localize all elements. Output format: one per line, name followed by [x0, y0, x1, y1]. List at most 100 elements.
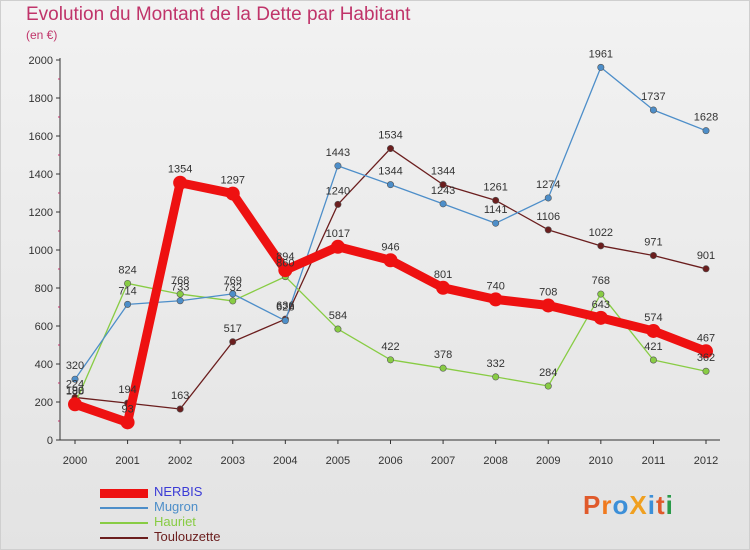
point-nerbis-2012: [699, 344, 713, 359]
x-tick-label: 2001: [115, 455, 139, 467]
data-label-toulouzette-2005: 1240: [326, 185, 350, 197]
point-toulouzette-2010: [597, 242, 605, 250]
point-hauriet-2007: [439, 364, 447, 372]
point-mugron-2001: [124, 300, 132, 308]
x-tick-label: 2000: [63, 455, 87, 467]
x-tick-label: 2003: [221, 455, 245, 467]
y-tick-label: 400: [35, 359, 53, 371]
y-tick-label: 2000: [29, 55, 53, 67]
data-label-mugron-2006: 1344: [378, 166, 402, 178]
unit-label: (en €): [26, 28, 58, 42]
proxiti-logo[interactable]: ProXiti: [583, 490, 674, 521]
point-mugron-2005: [334, 162, 342, 170]
point-hauriet-2012: [702, 367, 710, 375]
data-label-hauriet-2005: 584: [329, 310, 347, 322]
legend-swatch-hauriet: [100, 522, 148, 524]
data-label-mugron-2012: 1628: [694, 112, 718, 124]
data-label-toulouzette-2004: 636: [276, 300, 294, 312]
point-toulouzette-2007: [439, 181, 447, 189]
point-hauriet-2001: [124, 279, 132, 287]
data-label-hauriet-2010: 768: [592, 275, 610, 287]
legend-swatch-mugron: [100, 507, 148, 509]
x-tick-label: 2007: [431, 455, 455, 467]
data-label-mugron-2004: 628: [276, 302, 294, 314]
data-label-mugron-2009: 1274: [536, 179, 560, 191]
y-tick-label: 1200: [29, 207, 53, 219]
point-nerbis-2007: [436, 280, 451, 295]
data-label-toulouzette-2006: 1534: [378, 130, 402, 142]
data-label-toulouzette-2002: 163: [171, 390, 189, 402]
data-label-nerbis-2000: 188: [66, 385, 84, 397]
x-tick-label: 2012: [694, 455, 718, 467]
series-line-nerbis: [70, 178, 711, 427]
y-tick-label: 1600: [29, 131, 53, 143]
logo-letter: t: [655, 490, 666, 520]
logo-letter: o: [612, 490, 630, 520]
data-label-mugron-2010: 1961: [589, 48, 613, 60]
x-tick-label: 2009: [536, 455, 560, 467]
legend-swatch-toulouzette: [100, 537, 148, 539]
x-tick-label: 2002: [168, 455, 192, 467]
x-tick-label: 2008: [483, 455, 507, 467]
point-mugron-2010: [597, 63, 605, 71]
y-tick-label: 0: [47, 435, 53, 447]
data-label-hauriet-2011: 421: [644, 341, 662, 353]
data-label-nerbis-2011: 574: [644, 312, 662, 324]
point-toulouzette-2008: [492, 196, 500, 204]
data-label-nerbis-2010: 643: [592, 299, 610, 311]
point-toulouzette-2006: [386, 145, 394, 153]
y-tick-label: 1000: [29, 245, 53, 257]
legend-label-toulouzette: Toulouzette: [154, 529, 221, 544]
data-label-hauriet-2000: 190: [66, 385, 84, 397]
point-nerbis-2003: [225, 186, 240, 201]
point-toulouzette-2002: [176, 405, 184, 413]
y-tick-label: 200: [35, 397, 53, 409]
series-layer: [68, 63, 713, 430]
data-label-nerbis-2006: 946: [381, 241, 399, 253]
point-nerbis-2010: [593, 310, 608, 325]
data-label-nerbis-2005: 1017: [326, 228, 350, 240]
data-label-nerbis-2001: 93: [121, 403, 133, 415]
point-toulouzette-2009: [544, 226, 552, 234]
point-nerbis-2011: [646, 323, 661, 338]
point-hauriet-2009: [544, 382, 552, 390]
point-hauriet-2005: [334, 325, 342, 333]
data-label-hauriet-2007: 378: [434, 349, 452, 361]
data-label-nerbis-2009: 708: [539, 286, 557, 298]
data-label-mugron-2002: 733: [171, 282, 189, 294]
data-label-toulouzette-2009: 1106: [536, 211, 560, 223]
legend-swatch-nerbis: [100, 488, 148, 498]
x-tick-label: 2010: [589, 455, 613, 467]
point-toulouzette-2012: [702, 265, 710, 273]
point-toulouzette-2005: [334, 200, 342, 208]
data-label-mugron-2008: 1141: [484, 204, 508, 216]
point-hauriet-2006: [386, 356, 394, 364]
data-label-nerbis-2002: 1354: [168, 164, 192, 176]
y-tick-label: 800: [35, 283, 53, 295]
y-tick-label: 1800: [29, 93, 53, 105]
data-label-nerbis-2008: 740: [486, 280, 504, 292]
data-label-toulouzette-2007: 1344: [431, 166, 455, 178]
data-label-toulouzette-2011: 971: [644, 237, 662, 249]
point-mugron-2012: [702, 127, 710, 135]
point-hauriet-2010: [597, 290, 605, 298]
point-nerbis-2000: [68, 397, 82, 412]
point-nerbis-2002: [173, 175, 188, 190]
data-label-nerbis-2004: 894: [276, 251, 294, 263]
point-hauriet-2011: [649, 356, 657, 364]
data-label-toulouzette-2000: 224: [66, 378, 84, 390]
point-toulouzette-2011: [649, 252, 657, 260]
data-label-hauriet-2001: 824: [118, 264, 136, 276]
axes: 0 200 400 600 800 1000 1200 1400 1600 1800 2000 200…: [29, 55, 720, 467]
logo-letter: X: [629, 490, 648, 520]
legend-label-mugron: Mugron: [154, 499, 199, 514]
point-mugron-2006: [386, 181, 394, 189]
x-tick-label: 2005: [326, 455, 350, 467]
logo-letter: P: [583, 490, 602, 520]
data-label-mugron-2011: 1737: [641, 91, 665, 103]
data-label-toulouzette-2003: 517: [224, 323, 242, 335]
data-label-hauriet-2004: 860: [276, 258, 294, 270]
data-label-mugron-2005: 1443: [326, 147, 350, 159]
point-mugron-2008: [492, 219, 500, 227]
